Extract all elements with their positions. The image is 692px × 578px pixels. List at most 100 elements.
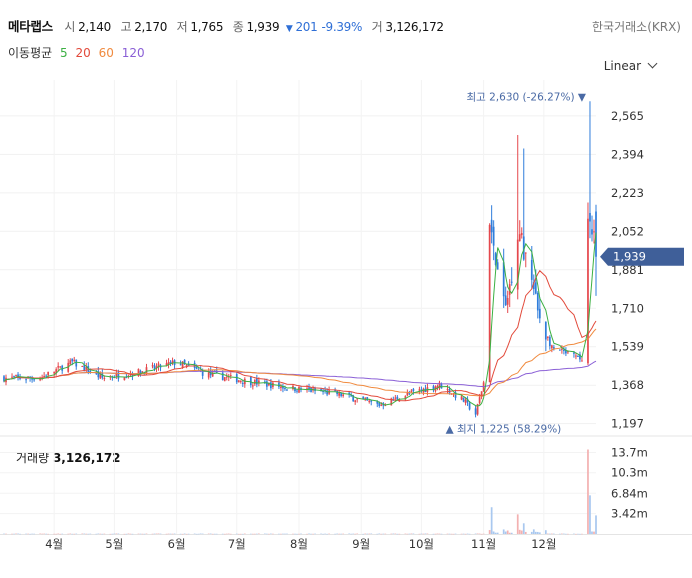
candle-body	[223, 377, 226, 382]
volume-bar	[492, 531, 495, 534]
candle-body	[418, 389, 421, 391]
volume-bar	[221, 533, 224, 535]
volume-bar	[314, 533, 316, 535]
candle-body	[364, 398, 367, 400]
volume-bar	[225, 533, 228, 535]
candle-body	[390, 398, 393, 406]
candle-body	[552, 347, 555, 349]
candle-body	[207, 372, 210, 378]
month-label: 9월	[352, 537, 370, 551]
volume-bar	[85, 533, 88, 535]
ma5-legend[interactable]: 5	[60, 46, 68, 60]
candle-body	[221, 372, 224, 381]
volume-bar	[59, 533, 62, 535]
volume-bar	[5, 533, 7, 535]
volume-bar	[53, 533, 56, 535]
volume-bar	[169, 533, 172, 535]
candle-body	[468, 402, 471, 410]
volume-bar	[496, 532, 499, 534]
candle-body	[270, 382, 272, 389]
volume-bar	[95, 533, 98, 535]
candle-body	[593, 231, 595, 233]
candle-body	[404, 396, 407, 400]
candle-body	[356, 398, 359, 400]
candle-body	[201, 370, 204, 376]
candle-body	[266, 381, 268, 387]
volume-bar	[538, 532, 541, 534]
volume-bar	[563, 533, 565, 535]
candle-body	[362, 396, 365, 399]
volume-bar	[490, 507, 493, 534]
high-label: 고	[120, 20, 132, 34]
volume-bar	[504, 531, 507, 534]
volume-bar	[324, 533, 326, 535]
volume-bar	[229, 533, 232, 535]
volume-bar	[278, 533, 280, 535]
volume-bar	[366, 533, 369, 535]
volume-bar	[257, 533, 260, 535]
candle-body	[490, 219, 493, 233]
volume-label: 거	[371, 20, 383, 34]
volume-bar	[213, 533, 216, 535]
volume-bar	[306, 533, 308, 535]
candle-body	[95, 373, 98, 375]
candle-body	[69, 360, 72, 365]
scale-selector[interactable]: Linear	[604, 58, 658, 73]
volume-bar	[137, 533, 140, 535]
ma20-legend[interactable]: 20	[75, 46, 91, 60]
candle-body	[412, 388, 415, 391]
volume-bar	[27, 533, 29, 535]
volume-bar	[520, 530, 523, 534]
price-tick-label: 1,539	[611, 340, 644, 354]
current-price-label: 1,939	[613, 250, 646, 264]
volume-bar	[197, 533, 200, 535]
candle-body	[157, 363, 160, 367]
volume-bar	[454, 533, 457, 535]
stock-name: 메타랩스	[8, 19, 53, 34]
candle-body	[251, 385, 254, 387]
candle-body	[396, 396, 399, 400]
candle-body	[43, 375, 46, 377]
candle-body	[239, 380, 242, 382]
candle-body	[380, 404, 383, 406]
candle-body	[61, 365, 64, 371]
volume-bar	[268, 533, 270, 535]
volume-bar	[312, 533, 314, 535]
volume-bar	[334, 533, 336, 535]
candle-body	[581, 360, 583, 362]
candle-body	[478, 397, 481, 403]
candle-body	[83, 365, 86, 372]
candle-body	[394, 397, 397, 399]
candle-body	[169, 362, 172, 364]
close-label: 종	[232, 20, 244, 34]
volume-bar	[516, 514, 519, 534]
volume-bar	[524, 531, 527, 534]
volume-bar	[159, 533, 162, 535]
candle-body	[494, 253, 497, 266]
volume-bar	[394, 533, 397, 535]
volume-bar	[354, 533, 357, 535]
open-value: 2,140	[78, 20, 111, 34]
ma5-line	[3, 232, 597, 407]
candle-body	[81, 365, 84, 367]
candle-body	[17, 374, 19, 377]
price-tick-label: 2,565	[611, 109, 644, 123]
candle-body	[466, 399, 469, 403]
volume-bar	[171, 533, 174, 535]
candle-body	[474, 408, 477, 415]
ma60-legend[interactable]: 60	[98, 46, 114, 60]
volume-bar	[364, 533, 367, 535]
ma120-legend[interactable]: 120	[121, 46, 145, 60]
volume-bar	[97, 533, 100, 535]
volume-bar	[468, 533, 471, 535]
candle-body	[384, 405, 387, 407]
volume-bar	[81, 533, 84, 535]
volume-bar	[310, 533, 312, 535]
volume-tick-label: 3.42m	[611, 507, 648, 521]
volume-bar	[338, 533, 340, 535]
volume-bar	[183, 533, 186, 535]
volume-bar	[550, 533, 553, 535]
volume-bar	[145, 533, 148, 535]
volume-bar	[328, 533, 330, 535]
